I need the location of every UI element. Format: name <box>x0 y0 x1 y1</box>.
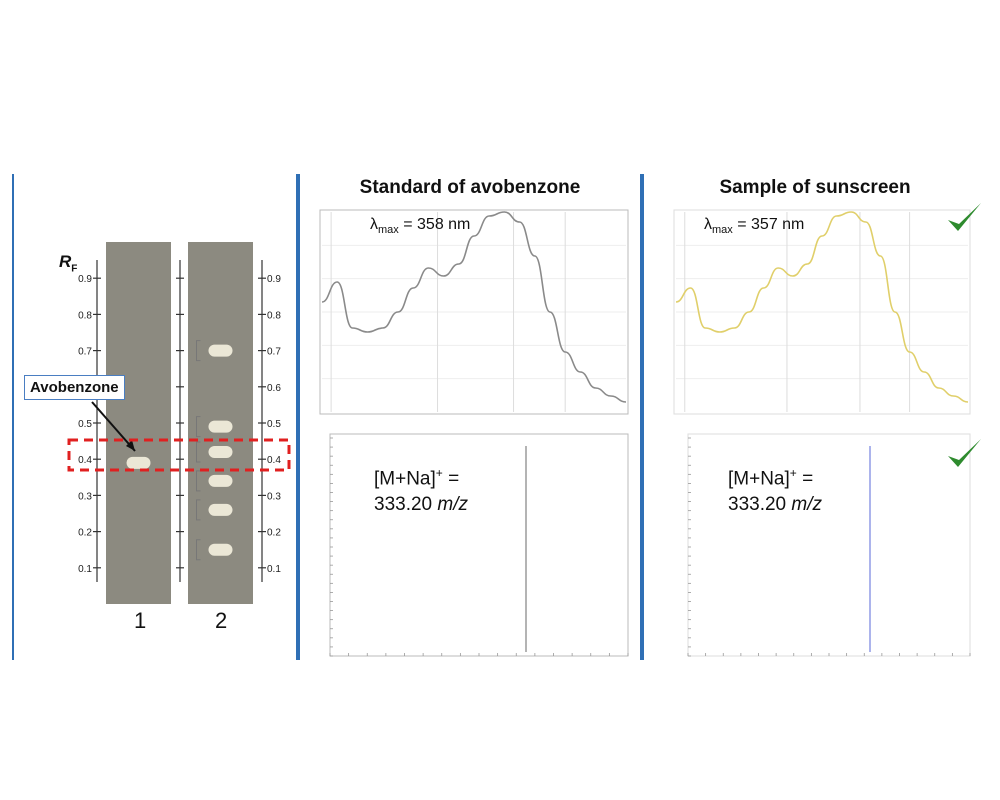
spot-bracket <box>196 416 201 438</box>
tlc-plate-drawing: 0.90.80.70.60.50.40.30.20.1 0.90.80.70.6… <box>67 242 291 604</box>
rf-tick-label: 0.2 <box>78 528 92 539</box>
rf-tick-label: 0.3 <box>267 491 281 502</box>
spot-bracket <box>196 499 201 521</box>
standard-title: Standard of avobenzone <box>359 177 581 198</box>
standard-mass-spectrum <box>329 433 629 657</box>
check-icon <box>948 203 981 231</box>
check-icon <box>948 439 981 467</box>
sample-title: Sample of sunscreen <box>719 177 911 198</box>
rf-tick-label: 0.4 <box>267 455 281 466</box>
rf-tick-label: 0.9 <box>267 274 281 285</box>
standard-panel: Standard of avobenzone λmax = 358 nm [M+… <box>300 174 640 660</box>
divider-1 <box>296 174 300 660</box>
rf-tick-label: 0.5 <box>78 419 92 430</box>
rf-tick-label: 0.8 <box>78 310 92 321</box>
spot-bracket <box>196 539 201 561</box>
lane-1-label: 1 <box>134 608 147 633</box>
rf-tick-label: 0.2 <box>267 528 281 539</box>
avobenzone-highlight-box <box>67 438 291 472</box>
rf-tick-label: 0.5 <box>267 419 281 430</box>
tlc-panel: RF 0.9 0.8 0.7 0.6 0.5 0.4 0.3 0.2 0.1 0.9 0.8 0.7… <box>14 174 296 660</box>
tlc-spot <box>208 445 233 458</box>
tlc-spot <box>126 456 151 469</box>
tlc-spot <box>208 503 233 516</box>
uv-curve <box>675 211 969 403</box>
tlc-spot <box>208 543 233 556</box>
lane-2-label: 2 <box>215 608 228 633</box>
rf-tick-label: 0.9 <box>78 274 92 285</box>
avobenzone-callout: Avobenzone <box>24 375 125 400</box>
sample-lambda-max: λmax = 357 nm <box>704 216 805 237</box>
spot-bracket <box>196 340 201 362</box>
rf-axis-label: RF <box>59 252 78 275</box>
tlc-spot <box>208 474 233 487</box>
rf-tick-label: 0.1 <box>267 564 281 575</box>
rf-tick-label: 0.4 <box>78 455 92 466</box>
rf-tick-label: 0.3 <box>78 491 92 502</box>
sample-ms-annotation: [M+Na]+ = 333.20 m/z <box>728 466 823 516</box>
spot-bracket <box>196 441 201 463</box>
sample-panel: Sample of sunscreen λmax = 357 nm [M+Na]… <box>644 174 986 660</box>
tlc-lane-1 <box>106 242 171 604</box>
uv-curve <box>321 211 627 403</box>
rf-tick-label: 0.7 <box>78 347 92 358</box>
tlc-spot <box>208 344 233 357</box>
figure: RF 0.9 0.8 0.7 0.6 0.5 0.4 0.3 0.2 0.1 0.9 0.8 0.7… <box>12 174 986 660</box>
tlc-spot <box>208 420 233 433</box>
rf-tick-label: 0.1 <box>78 564 92 575</box>
standard-ms-annotation: [M+Na]+ = 333.20 m/z <box>374 466 469 516</box>
divider-2 <box>640 174 644 660</box>
standard-uv-spectrum <box>319 209 629 415</box>
rf-tick-label: 0.8 <box>267 310 281 321</box>
rf-tick-label: 0.7 <box>267 347 281 358</box>
spot-bracket <box>196 470 201 492</box>
sample-uv-spectrum <box>673 209 971 415</box>
rf-tick-label: 0.6 <box>267 383 281 394</box>
frame-left-line <box>12 174 14 660</box>
standard-lambda-max: λmax = 358 nm <box>370 216 471 237</box>
sample-mass-spectrum <box>687 433 971 657</box>
